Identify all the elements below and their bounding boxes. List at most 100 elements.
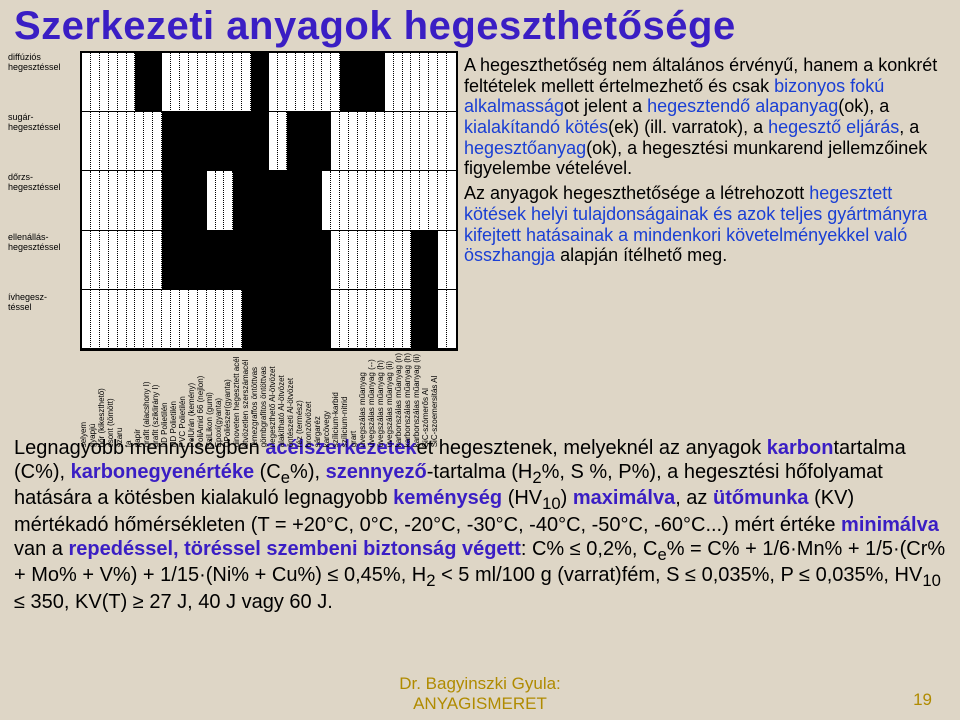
chart-cell	[322, 171, 331, 230]
chart-cell	[216, 290, 225, 349]
chart-cell	[376, 112, 385, 171]
chart-cell	[135, 231, 144, 290]
chart-cell	[314, 53, 323, 112]
chart-cell	[233, 171, 242, 230]
weldability-chart: diffúzióshegesztésselsugár-hegesztésseld…	[8, 51, 458, 431]
chart-cell	[198, 231, 207, 290]
chart-cell	[322, 112, 331, 171]
chart-cell	[429, 171, 438, 230]
chart-cell	[385, 290, 394, 349]
chart-cell	[358, 231, 367, 290]
chart-cell	[144, 112, 153, 171]
chart-cell	[127, 112, 136, 171]
chart-cell	[376, 290, 385, 349]
chart-cell	[198, 290, 207, 349]
row-label: diffúzióshegesztéssel	[8, 51, 78, 111]
chart-cell	[403, 290, 412, 349]
chart-cell	[411, 53, 420, 112]
chart-cell	[260, 231, 269, 290]
lower-para: Legnagyobb mennyiségben acélszerkezeteke…	[14, 437, 946, 614]
chart-cell	[242, 290, 251, 349]
chart-cell	[429, 53, 438, 112]
chart-cell	[376, 53, 385, 112]
chart-cell	[429, 112, 438, 171]
chart-cell	[367, 290, 376, 349]
chart-cell	[153, 53, 162, 112]
chart-cell	[349, 290, 358, 349]
chart-cell	[314, 231, 323, 290]
chart-cell	[358, 53, 367, 112]
chart-cell	[180, 53, 189, 112]
chart-cell	[322, 290, 331, 349]
chart-cell	[438, 53, 447, 112]
chart-cell	[224, 112, 233, 171]
chart-cell	[216, 171, 225, 230]
chart-cell	[82, 53, 91, 112]
chart-cell	[171, 171, 180, 230]
chart-cell	[447, 112, 456, 171]
chart-cell	[100, 290, 109, 349]
chart-cell	[153, 290, 162, 349]
chart-cell	[322, 53, 331, 112]
chart-cell	[420, 231, 429, 290]
row-label: ívhegesz-téssel	[8, 291, 78, 351]
chart-cell	[118, 231, 127, 290]
upper-section: diffúzióshegesztésselsugár-hegesztésseld…	[0, 51, 960, 431]
chart-cell	[144, 290, 153, 349]
chart-cell	[153, 171, 162, 230]
chart-cell	[447, 231, 456, 290]
chart-cell	[296, 112, 305, 171]
chart-cell	[287, 171, 296, 230]
chart-cell	[162, 231, 171, 290]
chart-cell	[447, 53, 456, 112]
right-para-1: A hegeszthetőség nem általános érvényű, …	[464, 55, 946, 179]
chart-cell	[331, 290, 340, 349]
chart-cell	[385, 53, 394, 112]
chart-cell	[153, 231, 162, 290]
chart-cell	[224, 231, 233, 290]
chart-cell	[340, 290, 349, 349]
chart-cell	[135, 53, 144, 112]
chart-cell	[358, 290, 367, 349]
chart-cell	[420, 290, 429, 349]
chart-cell	[305, 231, 314, 290]
chart-cell	[358, 112, 367, 171]
chart-cell	[109, 231, 118, 290]
chart-cell	[162, 290, 171, 349]
chart-cell	[233, 53, 242, 112]
chart-cell	[438, 112, 447, 171]
footer-author: Dr. Bagyinszki Gyula:ANYAGISMERET	[0, 674, 960, 714]
chart-cell	[296, 231, 305, 290]
chart-cell	[135, 171, 144, 230]
chart-cell	[394, 112, 403, 171]
chart-cell	[251, 53, 260, 112]
chart-cell	[82, 112, 91, 171]
chart-cell	[171, 53, 180, 112]
chart-cell	[180, 112, 189, 171]
chart-cell	[269, 231, 278, 290]
chart-cell	[127, 171, 136, 230]
chart-cell	[287, 231, 296, 290]
chart-cell	[296, 290, 305, 349]
chart-cell	[82, 171, 91, 230]
chart-cell	[314, 171, 323, 230]
col-label	[440, 353, 449, 447]
chart-cell	[144, 231, 153, 290]
chart-cell	[376, 231, 385, 290]
chart-cell	[340, 112, 349, 171]
chart-cell	[314, 112, 323, 171]
chart-cell	[207, 231, 216, 290]
chart-cell	[340, 53, 349, 112]
chart-cell	[171, 112, 180, 171]
chart-cell	[100, 112, 109, 171]
chart-cell	[296, 53, 305, 112]
chart-cell	[216, 231, 225, 290]
col-label: SiC-szoemersitás Al	[431, 353, 440, 447]
chart-cell	[91, 53, 100, 112]
chart-cell	[429, 290, 438, 349]
chart-cell	[260, 112, 269, 171]
chart-cell	[242, 112, 251, 171]
chart-cell	[242, 231, 251, 290]
chart-cell	[82, 231, 91, 290]
chart-cell	[180, 290, 189, 349]
